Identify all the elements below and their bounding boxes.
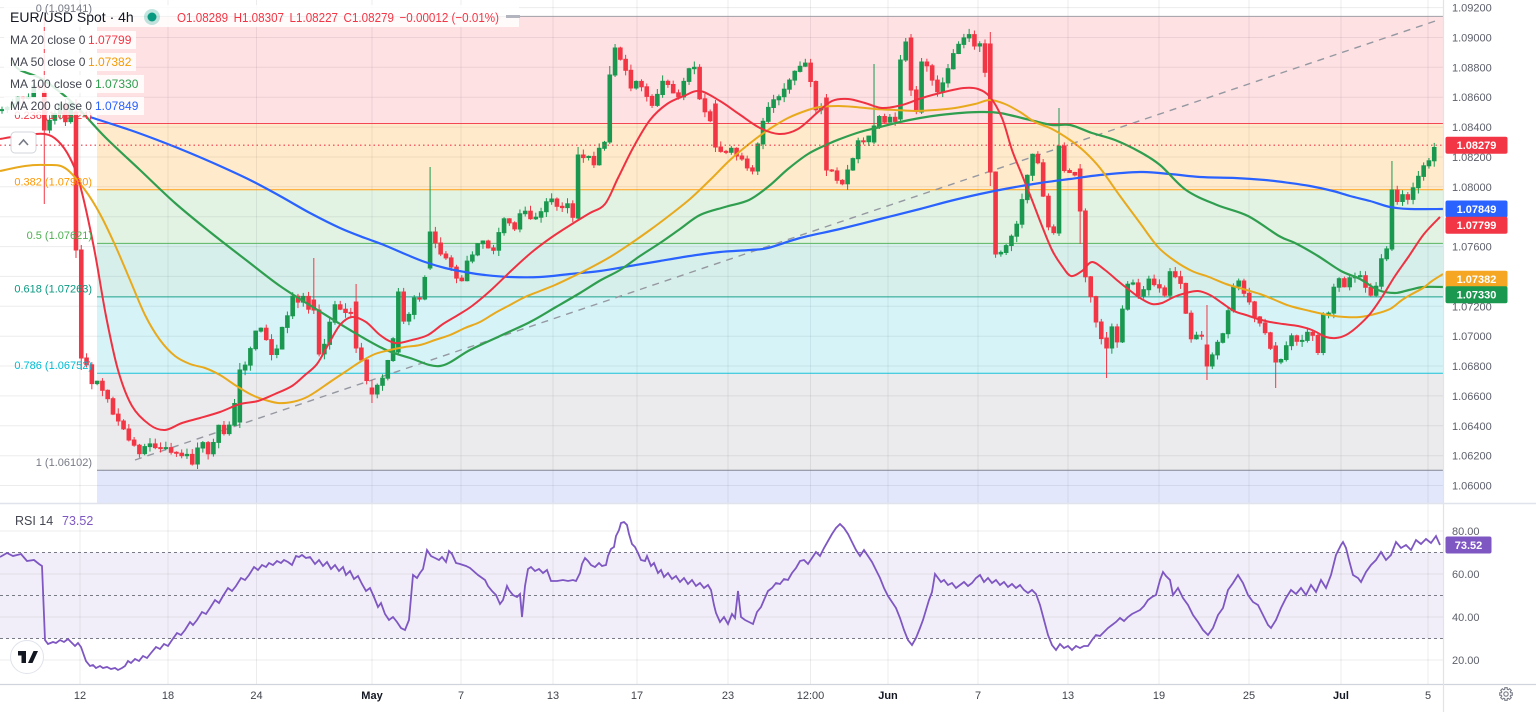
svg-text:1.08400: 1.08400 [1452,122,1492,134]
svg-text:1 (1.06102): 1 (1.06102) [36,457,92,469]
svg-text:1.07849: 1.07849 [1457,204,1497,216]
svg-text:19: 19 [1153,690,1165,702]
svg-text:1.07000: 1.07000 [1452,331,1492,343]
svg-text:1.07330: 1.07330 [1457,290,1497,302]
svg-text:80.00: 80.00 [1452,526,1480,538]
svg-text:12:00: 12:00 [797,690,825,702]
svg-text:1.06000: 1.06000 [1452,481,1492,493]
svg-text:0.618 (1.07263): 0.618 (1.07263) [14,284,92,296]
svg-text:1.07382: 1.07382 [88,55,132,69]
svg-text:MA 100 close 0: MA 100 close 0 [10,77,92,91]
svg-text:60.00: 60.00 [1452,569,1480,581]
svg-text:73.52: 73.52 [62,514,93,528]
svg-text:0.5 (1.07621): 0.5 (1.07621) [27,230,92,242]
svg-text:1.06200: 1.06200 [1452,451,1492,463]
svg-text:73.52: 73.52 [1455,540,1483,552]
svg-text:1.09000: 1.09000 [1452,33,1492,45]
svg-text:1.08000: 1.08000 [1452,182,1492,194]
svg-text:0.786 (1.06752): 0.786 (1.06752) [14,360,92,372]
svg-text:0.382 (1.07980): 0.382 (1.07980) [14,177,92,189]
svg-text:1.07330: 1.07330 [95,77,139,91]
svg-text:1.08600: 1.08600 [1452,92,1492,104]
svg-text:O1.08289 H1.08307 L1.08227: O1.08289 H1.08307 L1.08227 C1.08279 −0.0… [177,10,499,25]
svg-text:13: 13 [547,690,559,702]
svg-text:13: 13 [1062,690,1074,702]
svg-text:1.07600: 1.07600 [1452,242,1492,254]
svg-text:1.08800: 1.08800 [1452,62,1492,74]
svg-text:1.06800: 1.06800 [1452,361,1492,373]
svg-text:Jul: Jul [1333,690,1349,702]
svg-text:23: 23 [722,690,734,702]
svg-text:24: 24 [250,690,262,702]
svg-text:1.07849: 1.07849 [95,99,139,113]
svg-text:MA 200 close 0: MA 200 close 0 [10,99,92,113]
svg-text:1.07200: 1.07200 [1452,301,1492,313]
svg-text:18: 18 [162,690,174,702]
svg-text:1.06400: 1.06400 [1452,421,1492,433]
svg-text:40.00: 40.00 [1452,612,1480,624]
svg-text:0 (1.09141): 0 (1.09141) [36,3,92,15]
svg-text:7: 7 [458,690,464,702]
svg-text:5: 5 [1425,690,1431,702]
svg-text:7: 7 [975,690,981,702]
svg-text:1.07799: 1.07799 [88,33,132,47]
svg-text:1.07799: 1.07799 [1457,220,1497,232]
svg-text:1.06600: 1.06600 [1452,391,1492,403]
svg-text:1.07382: 1.07382 [1457,274,1497,286]
svg-text:20.00: 20.00 [1452,655,1480,667]
svg-text:MA 20 close 0: MA 20 close 0 [10,33,86,47]
svg-text:12: 12 [74,690,86,702]
svg-text:17: 17 [631,690,643,702]
svg-text:Jun: Jun [878,690,898,702]
svg-text:1.08279: 1.08279 [1457,140,1497,152]
svg-text:25: 25 [1243,690,1255,702]
svg-text:MA 50 close 0: MA 50 close 0 [10,55,86,69]
svg-text:1.08200: 1.08200 [1452,152,1492,164]
svg-text:RSI 14: RSI 14 [15,514,53,528]
svg-text:1.09200: 1.09200 [1452,3,1492,15]
svg-text:EUR/USD Spot · 4h: EUR/USD Spot · 4h [10,9,134,25]
svg-text:May: May [361,690,383,702]
